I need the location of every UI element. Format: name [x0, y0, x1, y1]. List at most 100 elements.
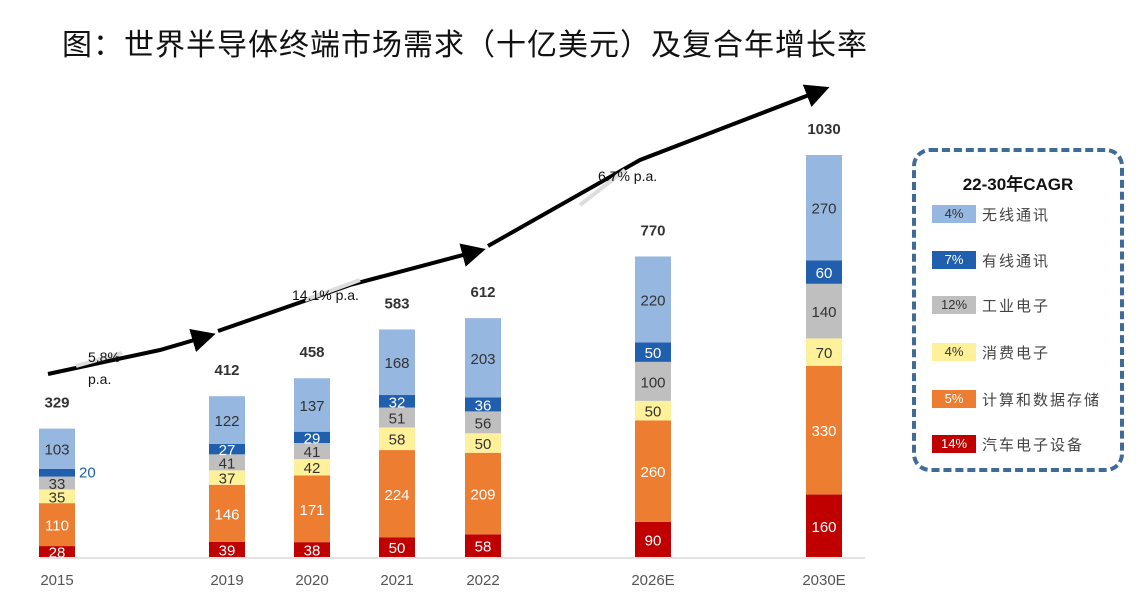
segment-label: 42: [304, 460, 321, 477]
segment-label: 100: [640, 374, 665, 391]
segment-label: 70: [816, 345, 833, 362]
segment-label: 50: [475, 436, 492, 453]
legend-swatch: 4%: [932, 343, 976, 361]
total-label: 770: [640, 222, 665, 239]
bar-segment: [379, 407, 415, 428]
total-label: 583: [384, 295, 409, 312]
segment-label: 32: [389, 394, 406, 411]
segment-label: 146: [214, 506, 239, 523]
bar-segment: [465, 534, 501, 557]
bar-segment: [379, 395, 415, 408]
bar-segment: [635, 361, 671, 401]
growth-rate-label: p.a.: [88, 371, 111, 387]
segment-label: 260: [640, 464, 665, 481]
x-tick-label: 2019: [210, 572, 243, 589]
legend-item: 7% 有线通讯: [932, 250, 1050, 270]
bar-segment: [294, 475, 330, 543]
total-label: 329: [44, 395, 69, 412]
segment-label: 50: [645, 345, 662, 362]
segment-label: 103: [44, 442, 69, 459]
x-tick-label: 2030E: [802, 572, 845, 589]
growth-arrow: [487, 84, 830, 248]
legend-item: 4% 消费电子: [932, 342, 1050, 362]
bar-segment: [209, 541, 245, 557]
segment-label: 27: [219, 442, 236, 459]
segment-label: 35: [49, 489, 66, 506]
segment-label: 58: [475, 539, 492, 556]
bar-segment: [209, 454, 245, 471]
bar-segment: [39, 468, 75, 477]
bar-segment: [294, 459, 330, 476]
x-tick-label: 2022: [466, 572, 499, 589]
bar-segment: [465, 452, 501, 535]
legend: 22-30年CAGR 4% 无线通讯 7% 有线通讯 12% 工业电子 4% 消费电子 5% 计算…: [912, 148, 1124, 472]
legend-swatch: 7%: [932, 251, 976, 269]
arrow-gap: [75, 351, 123, 368]
total-label: 1030: [807, 121, 840, 138]
bar-segment: [379, 329, 415, 396]
segment-label: 137: [299, 398, 324, 415]
x-tick-label: 2015: [40, 572, 73, 589]
arrow-gap: [578, 168, 627, 207]
bar-segment: [806, 494, 842, 557]
total-label: 458: [299, 344, 324, 361]
bar-segment: [39, 503, 75, 547]
arrow-gap: [304, 278, 361, 302]
bar-segment: [379, 537, 415, 557]
segment-label: 50: [389, 540, 406, 557]
segment-label: 50: [645, 404, 662, 421]
segment-label: 28: [49, 545, 66, 562]
legend-label: 消费电子: [982, 343, 1051, 362]
segment-label: 122: [214, 413, 239, 430]
segment-label: 203: [470, 351, 495, 368]
bar-segment: [39, 489, 75, 504]
bar-segment: [465, 397, 501, 412]
growth-rate-label: 6.7% p.a.: [598, 168, 657, 184]
segment-label: 60: [816, 265, 833, 282]
segment-label: 38: [304, 543, 321, 560]
segment-label: 39: [219, 542, 236, 559]
segment-label: 90: [645, 532, 662, 549]
legend-swatch: 5%: [932, 390, 976, 408]
segment-label: 51: [389, 410, 406, 427]
segment-label: 56: [475, 415, 492, 432]
segment-label: 29: [304, 430, 321, 447]
segment-label: 41: [219, 455, 236, 472]
bar-segment: [294, 378, 330, 432]
legend-swatch: 4%: [932, 205, 976, 223]
segment-label: 160: [811, 519, 836, 536]
bar-segment: [465, 318, 501, 398]
x-tick-label: 2020: [295, 572, 328, 589]
x-tick-label: 2026E: [631, 572, 674, 589]
segment-label: 220: [640, 292, 665, 309]
segment-label: 171: [299, 502, 324, 519]
bar-segment: [209, 470, 245, 485]
bar-segment: [465, 433, 501, 453]
legend-label: 汽车电子设备: [982, 435, 1085, 454]
segment-label: 110: [45, 518, 69, 535]
bar-segment: [294, 542, 330, 557]
bar-segment: [39, 476, 75, 490]
segment-label: 168: [384, 355, 409, 372]
bar-segment: [379, 450, 415, 538]
segment-label: 37: [219, 471, 236, 488]
bar-segment: [806, 283, 842, 339]
bar-segment: [209, 443, 245, 455]
legend-title: 22-30年CAGR: [962, 175, 1074, 194]
bar-segment: [806, 155, 842, 261]
legend-item: 14% 汽车电子设备: [932, 434, 1084, 454]
bar-segment: [209, 484, 245, 542]
bar-segment: [294, 443, 330, 460]
bar-segment: [39, 546, 75, 557]
legend-item: 12% 工业电子: [932, 295, 1050, 315]
total-label: 612: [470, 284, 495, 301]
bar-segment: [39, 428, 75, 469]
x-tick-label: 2021: [380, 572, 413, 589]
bar-segment: [635, 400, 671, 421]
bar-segment: [635, 256, 671, 343]
chart-title: 图：世界半导体终端市场需求（十亿美元）及复合年增长率: [62, 28, 868, 63]
segment-label: 41: [304, 444, 321, 461]
bar-segment: [635, 420, 671, 522]
bar-segment: [635, 521, 671, 557]
